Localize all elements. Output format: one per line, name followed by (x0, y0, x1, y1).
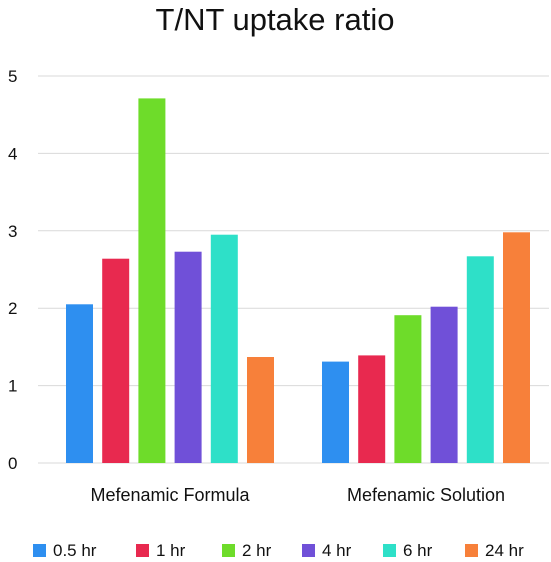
bar-24-hr-1 (247, 357, 274, 463)
bar-6-hr-1 (210, 234, 238, 463)
bar-24-hr-2 (503, 232, 530, 463)
legend-label: 0.5 hr (53, 541, 97, 560)
legend-label: 24 hr (485, 541, 524, 560)
bars (66, 98, 530, 464)
legend-swatch (33, 544, 46, 557)
bar-1-hr-1 (102, 258, 130, 463)
legend-swatch (383, 544, 396, 557)
legend-label: 1 hr (156, 541, 186, 560)
category-label: Mefenamic Solution (347, 485, 505, 505)
legend-swatch (136, 544, 149, 557)
y-tick-label: 2 (8, 299, 17, 318)
bar-1-hr-2 (358, 355, 386, 463)
bar-2-hr-1 (138, 98, 166, 464)
bar-0-5-hr-1 (66, 304, 93, 463)
bar-2-hr-2 (394, 315, 422, 463)
y-tick-label: 5 (8, 67, 17, 86)
chart-title: T/NT uptake ratio (156, 2, 395, 37)
bar-4-hr-1 (174, 251, 202, 463)
legend: 0.5 hr 1 hr 2 hr 4 hr 6 hr 24 hr (33, 541, 524, 560)
legend-label: 2 hr (242, 541, 272, 560)
bar-0-5-hr-2 (322, 361, 349, 463)
category-label: Mefenamic Formula (90, 485, 250, 505)
x-axis-categories: Mefenamic Formula Mefenamic Solution (90, 485, 505, 505)
bar-6-hr-2 (466, 256, 494, 463)
legend-swatch (465, 544, 478, 557)
bar-4-hr-2 (430, 306, 458, 463)
y-tick-label: 4 (8, 144, 17, 163)
legend-swatch (222, 544, 235, 557)
y-tick-label: 0 (8, 454, 17, 473)
y-tick-label: 1 (8, 377, 17, 396)
y-axis-ticks: 0 1 2 3 4 5 (8, 67, 17, 473)
legend-label: 6 hr (403, 541, 433, 560)
legend-swatch (302, 544, 315, 557)
legend-label: 4 hr (322, 541, 352, 560)
y-tick-label: 3 (8, 222, 17, 241)
